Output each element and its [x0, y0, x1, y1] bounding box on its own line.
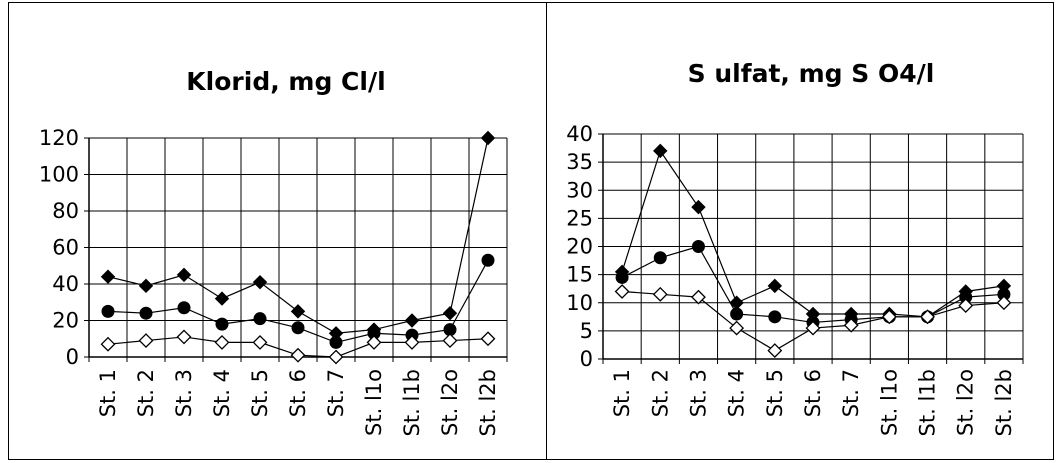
point-diamond-open	[805, 320, 821, 336]
point-diamond-filled	[252, 274, 268, 290]
x-category-label: St. 3	[172, 369, 196, 417]
y-tick-label: 40	[566, 122, 593, 146]
point-circle	[481, 253, 495, 267]
series-3	[614, 284, 1012, 358]
point-circle	[768, 310, 782, 324]
point-diamond-open	[252, 334, 268, 350]
point-diamond-open	[920, 309, 935, 325]
point-diamond-open	[442, 333, 458, 348]
x-category-label: St. 1	[610, 369, 634, 417]
point-diamond-open	[480, 331, 496, 347]
x-category-label: St. 1	[96, 369, 120, 417]
point-circle	[139, 306, 153, 320]
point-circle	[691, 240, 705, 253]
y-tick-label: 40	[52, 272, 79, 296]
x-category-label: St. 4	[725, 369, 749, 417]
point-diamond-filled	[653, 143, 668, 159]
x-category-label: St. 7	[839, 369, 863, 417]
y-tick-label: 20	[52, 309, 79, 333]
point-diamond-open	[138, 333, 154, 348]
point-diamond-filled	[138, 278, 154, 294]
y-tick-label: 100	[39, 163, 79, 187]
y-tick-label: 30	[566, 178, 593, 202]
point-circle	[177, 301, 191, 315]
point-circle	[215, 317, 229, 331]
chart-sulfat: S ulfat, mg S O4/l 0 5 10 15 20 25 30 35 40 St. 1 S…	[566, 59, 1024, 436]
x-category-label: St. l2b	[992, 369, 1016, 436]
point-diamond-filled	[442, 305, 458, 321]
point-diamond-filled	[176, 267, 192, 283]
x-category-label: St. 6	[286, 369, 310, 417]
point-diamond-filled	[480, 130, 496, 146]
y-tick-label: 0	[66, 345, 79, 369]
point-circle	[730, 307, 744, 321]
point-diamond-filled	[691, 199, 706, 215]
point-circle	[615, 270, 629, 284]
y-tick-label: 35	[566, 150, 593, 174]
x-category-label: St. l1b	[916, 369, 940, 436]
chart-title: S ulfat, mg S O4/l	[688, 59, 935, 88]
point-diamond-open	[996, 295, 1012, 311]
y-tick-label: 80	[52, 199, 79, 223]
point-diamond-open	[958, 298, 974, 313]
point-circle	[653, 251, 667, 265]
x-category-label: St. l1o	[362, 369, 386, 436]
point-diamond-open	[652, 286, 668, 302]
point-diamond-open	[100, 336, 116, 352]
point-circle	[253, 312, 267, 326]
x-category-label: St. 2	[648, 369, 672, 417]
x-category-label: St. l2o	[954, 369, 978, 436]
y-tick-label: 20	[566, 235, 593, 259]
point-diamond-open	[214, 334, 230, 350]
chart-title: Klorid, mg Cl/l	[186, 67, 385, 96]
series-3	[100, 329, 496, 365]
point-circle	[329, 335, 343, 349]
chart-panel-klorid: Klorid, mg Cl/l 0 20 40 60 80 100 120 St. 1 St. 2…	[8, 2, 547, 460]
point-diamond-open	[881, 309, 897, 325]
chart-klorid: Klorid, mg Cl/l 0 20 40 60 80 100 120 St. 1 St. 2…	[39, 67, 508, 436]
point-diamond-open	[767, 343, 783, 358]
y-tick-label: 120	[39, 126, 79, 150]
point-diamond-open	[843, 317, 859, 333]
point-diamond-open	[691, 289, 706, 305]
x-category-label: St. 7	[324, 369, 348, 417]
point-diamond-open	[328, 349, 344, 365]
point-diamond-filled	[767, 278, 783, 294]
chart-panel-sulfat: S ulfat, mg S O4/l 0 5 10 15 20 25 30 35 40 St. 1 S…	[546, 2, 1054, 460]
series-2	[101, 253, 495, 349]
point-diamond-open	[614, 284, 630, 299]
y-tick-label: 5	[580, 319, 593, 343]
x-category-label: St. 5	[763, 369, 787, 417]
point-circle	[101, 304, 115, 318]
y-tick-label: 0	[580, 347, 593, 371]
x-category-label: St. l2o	[438, 369, 462, 436]
point-diamond-open	[404, 334, 420, 350]
y-tick-label: 15	[566, 263, 593, 287]
point-diamond-open	[290, 347, 306, 363]
x-category-label: St. l2b	[476, 369, 500, 436]
point-diamond-open	[729, 320, 745, 336]
series-1	[614, 143, 1012, 325]
series-1	[100, 130, 496, 341]
x-category-label: St. 5	[248, 369, 272, 417]
x-category-label: St. 3	[686, 369, 710, 417]
x-category-label: St. 2	[134, 369, 158, 417]
x-category-label: St. 6	[801, 369, 825, 417]
point-diamond-filled	[100, 269, 116, 284]
x-category-label: St. l1b	[400, 369, 424, 436]
point-diamond-filled	[404, 313, 420, 328]
point-diamond-filled	[729, 295, 744, 310]
y-tick-label: 60	[52, 236, 79, 260]
y-tick-label: 25	[566, 206, 593, 230]
x-category-label: St. 4	[210, 369, 234, 417]
x-category-label: St. l1o	[877, 369, 901, 436]
point-diamond-open	[366, 334, 382, 350]
y-tick-label: 10	[566, 291, 593, 315]
point-diamond-open	[176, 329, 192, 345]
point-circle	[291, 321, 305, 335]
point-diamond-filled	[214, 291, 230, 306]
point-diamond-filled	[290, 304, 306, 319]
